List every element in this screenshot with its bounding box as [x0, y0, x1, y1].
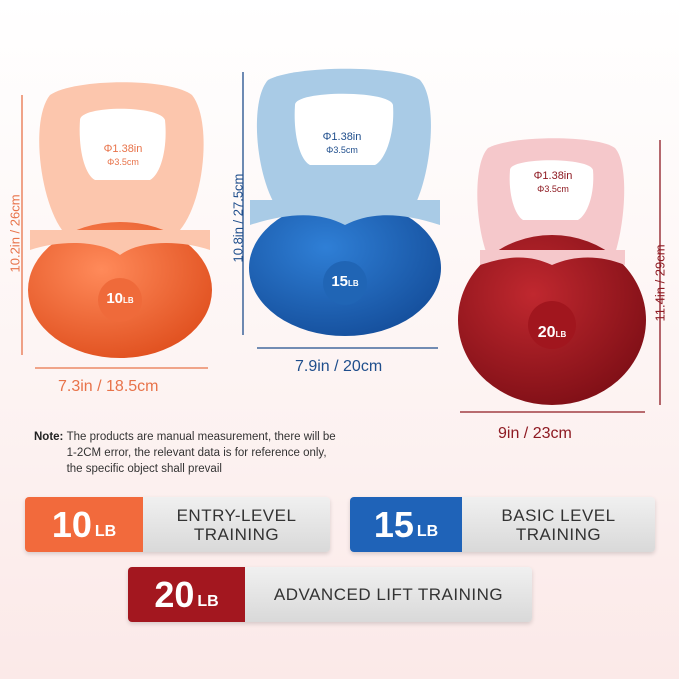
handle-diameter-15lb: Φ1.38in Φ3.5cm	[322, 131, 362, 155]
handle-diameter-10lb: Φ1.38in Φ3.5cm	[103, 143, 143, 167]
width-20lb: 9in / 23cm	[498, 425, 572, 442]
note-line: 1-2CM error, the relevant data is for re…	[66, 447, 327, 459]
height-10lb: 10.2in / 26cm	[7, 194, 23, 273]
dimension-arrows-10lb	[21, 95, 208, 369]
height-20lb: 11.4in / 29cm	[652, 244, 668, 322]
bell-weight-20: 20LB	[537, 324, 567, 341]
dimension-arrows-15lb	[242, 72, 438, 349]
kettlebell-15lb	[249, 68, 441, 336]
badge-10lb: 10 LB ENTRY-LEVEL TRAINING	[25, 497, 330, 552]
note-line: The products are manual measurement, the…	[66, 431, 336, 443]
width-15lb: 7.9in / 20cm	[295, 358, 383, 375]
width-10lb: 7.3in / 18.5cm	[58, 378, 159, 395]
height-15lb: 10.8in / 27.5cm	[230, 173, 246, 263]
handle-diameter-20lb: Φ1.38in Φ3.5cm	[533, 170, 573, 194]
note-label: Note:	[34, 431, 64, 443]
bell-weight-10: 10LB	[106, 290, 134, 307]
badge-20lb: 20 LB ADVANCED LIFT TRAINING	[128, 567, 532, 622]
kettlebell-10lb	[28, 82, 212, 358]
dimension-arrows-20lb	[460, 140, 661, 413]
bell-weight-15: 15LB	[331, 273, 359, 290]
measurement-note: Note: The products are manual measuremen…	[34, 429, 434, 477]
kettlebell-20lb	[458, 138, 646, 405]
note-line: the specific object shall prevail	[66, 463, 222, 475]
badge-15lb: 15 LB BASIC LEVEL TRAINING	[350, 497, 655, 552]
